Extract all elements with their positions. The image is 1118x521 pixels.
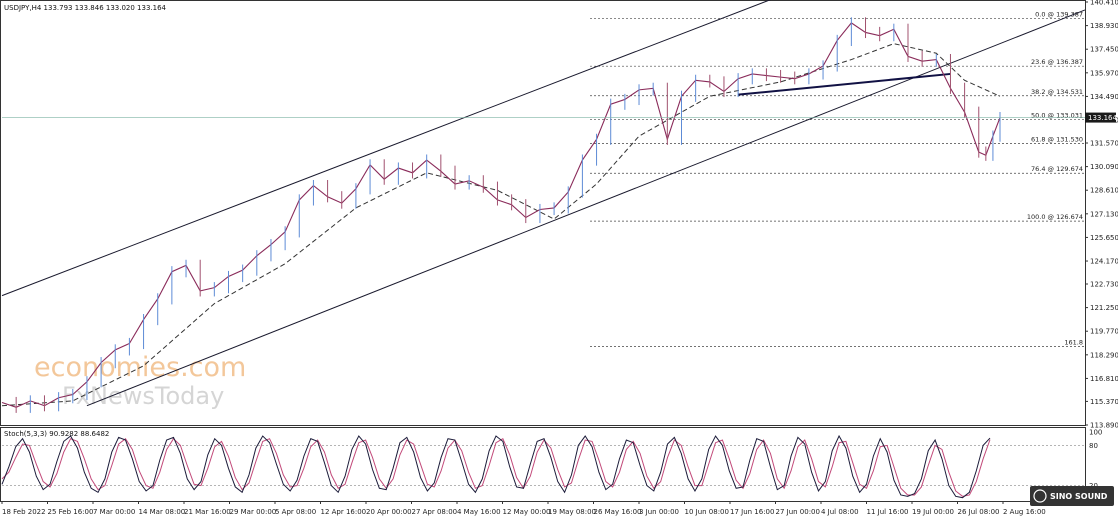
stoch-k-line [1, 434, 991, 499]
fib-level-label: 161.8 [1064, 338, 1083, 346]
main-pane-frame [0, 0, 1086, 426]
price-tick-label: 119.770 [1090, 328, 1118, 336]
channel-upper-line [1, 0, 772, 297]
logo-text: SINO SOUND [1050, 492, 1108, 501]
channel-lower-line [86, 9, 1086, 407]
fib-level-label: 50.0 @ 133.031 [1031, 112, 1083, 120]
time-tick-label: 20 Apr 00:00 [366, 508, 412, 516]
price-tick-label: 135.970 [1090, 69, 1118, 77]
time-tick-label: 19 May 08:00 [548, 508, 596, 516]
time-tick-label: 12 May 00:00 [503, 508, 551, 516]
fib-level-label: 76.4 @ 129.674 [1031, 165, 1083, 173]
fibonacci-levels: 0.0 @ 139.387 23.6 @ 136.387 38.2 @ 134.53… [590, 10, 1085, 347]
price-tick-label: 140.410 [1090, 0, 1118, 7]
time-tick-label: 27 Apr 08:00 [412, 508, 458, 516]
price-tick-label: 122.730 [1090, 281, 1118, 289]
price-tick-label: 121.250 [1090, 304, 1118, 312]
neckline [738, 72, 951, 96]
price-line [1, 22, 1001, 408]
time-tick-label: 14 Mar 08:00 [139, 508, 186, 516]
time-tick-label: 10 Jun 08:00 [685, 508, 729, 516]
time-axis: 18 Feb 2022 25 Feb 16:00 7 Mar 00:00 14 Mar… [1, 501, 1046, 516]
price-tick-label: 128.610 [1090, 187, 1118, 195]
price-tick-label: 124.170 [1090, 258, 1118, 266]
time-tick-label: 29 Mar 00:00 [230, 508, 277, 516]
fib-level-label: 38.2 @ 134.531 [1031, 88, 1083, 96]
moving-average-layer [1, 43, 1001, 407]
time-tick-label: 26 Jul 08:00 [958, 508, 1000, 516]
time-tick-label: 27 Jun 00:00 [776, 508, 820, 516]
fib-level-label: 61.8 @ 131.530 [1031, 136, 1083, 144]
time-tick-label: 21 Mar 16:00 [184, 508, 231, 516]
stoch-tick-label: 100 [1089, 429, 1102, 437]
stoch-indicator-label: Stoch(5,3,3) 90.9282 88.6482 [4, 430, 109, 438]
current-price-layer: 133.164 [2, 112, 1117, 123]
logo-badge [1030, 486, 1114, 506]
price-tick-label: 138.930 [1090, 22, 1118, 30]
time-tick-label: 17 Jun 16:00 [730, 508, 774, 516]
time-tick-label: 2 Aug 16:00 [1003, 508, 1046, 516]
time-tick-label: 4 Jul 08:00 [821, 508, 859, 516]
current-price-badge [1085, 112, 1116, 123]
current-price-label: 133.164 [1088, 114, 1117, 122]
time-tick-label: 12 Apr 16:00 [321, 508, 367, 516]
price-tick-label: 130.090 [1090, 163, 1118, 171]
time-tick-label: 5 Apr 08:00 [275, 508, 316, 516]
price-tick-label: 118.290 [1090, 351, 1118, 359]
symbol-header: USDJPY,H4 133.793 133.846 133.020 133.16… [4, 4, 167, 12]
fib-level-label: 23.6 @ 136.387 [1031, 58, 1083, 66]
watermark-line2: FxNewsToday [62, 382, 224, 410]
sino-sound-logo: SINO SOUND [1030, 486, 1114, 506]
price-series-layer [1, 17, 1001, 413]
stoch-pane-frame [0, 427, 1086, 502]
time-tick-label: 18 Feb 2022 [2, 508, 46, 516]
price-tick-label: 131.570 [1090, 140, 1118, 148]
fib-level-label: 0.0 @ 139.387 [1035, 10, 1083, 18]
stochastic-layer: 10080200 [1, 429, 1102, 504]
fib-level-label: 100.0 @ 126.674 [1027, 213, 1083, 221]
time-tick-label: 26 May 16:00 [594, 508, 642, 516]
time-tick-label: 7 Mar 00:00 [93, 508, 135, 516]
price-tick-label: 115.370 [1090, 398, 1118, 406]
time-tick-label: 19 Jul 00:00 [912, 508, 954, 516]
time-tick-label: 4 May 16:00 [457, 508, 501, 516]
price-axis: 140.410138.930137.450135.970134.490133.0… [1085, 0, 1118, 430]
time-tick-label: 11 Jul 16:00 [867, 508, 909, 516]
time-tick-label: 3 Jun 00:00 [639, 508, 679, 516]
price-tick-label: 113.890 [1090, 422, 1118, 430]
price-tick-label: 137.450 [1090, 46, 1118, 54]
price-tick-label: 116.810 [1090, 375, 1118, 383]
price-tick-label: 125.650 [1090, 234, 1118, 242]
time-tick-label: 25 Feb 16:00 [48, 508, 94, 516]
logo-mark-icon [1033, 489, 1047, 503]
stoch-d-line [1, 437, 991, 497]
moving-average-line [1, 43, 1001, 407]
price-tick-label: 127.130 [1090, 210, 1118, 218]
price-channel [1, 0, 1086, 407]
stoch-tick-label: 80 [1089, 442, 1098, 450]
price-tick-label: 134.490 [1090, 93, 1118, 101]
